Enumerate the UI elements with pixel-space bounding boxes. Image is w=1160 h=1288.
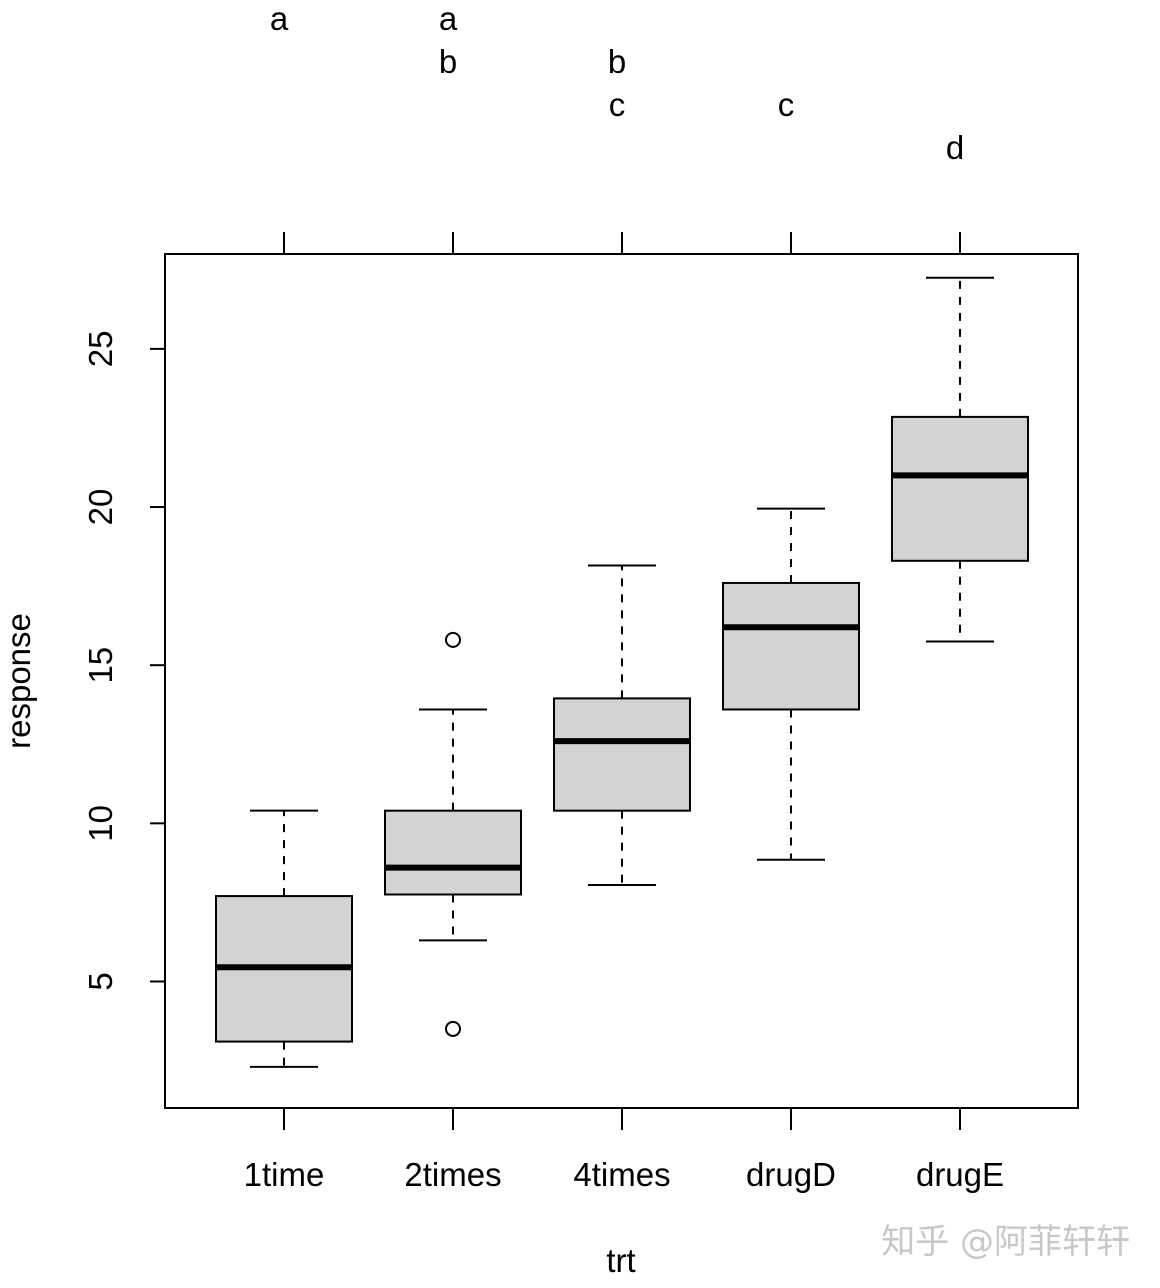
- watermark-text: 知乎 @阿菲轩轩: [881, 1222, 1130, 1262]
- group-letters: a ab bc cd: [270, 0, 964, 166]
- box-4times: [553, 564, 691, 887]
- x-tick-label: 2times: [404, 1156, 501, 1193]
- box-drugD: [722, 507, 860, 861]
- outlier-point: [445, 631, 461, 648]
- iqr-box: [891, 415, 1029, 562]
- y-tick-label: 25: [82, 331, 119, 368]
- y-tick-label: 5: [82, 972, 119, 990]
- group-letter: a: [270, 0, 289, 37]
- group-letter: c: [609, 86, 626, 123]
- y-axis: 5 10 15 20 25: [82, 331, 165, 991]
- y-tick-label: 20: [82, 489, 119, 526]
- iqr-box: [722, 581, 860, 711]
- y-tick-label: 15: [82, 647, 119, 684]
- box-drugE: [891, 276, 1029, 643]
- box-1time: [215, 809, 353, 1068]
- x-axis-title: trt: [606, 1242, 635, 1279]
- boxes-layer: [215, 276, 1029, 1068]
- group-letter: a: [439, 0, 458, 37]
- group-letter: d: [946, 129, 964, 166]
- x-tick-label: drugD: [746, 1156, 836, 1193]
- box-2times: [384, 631, 522, 1037]
- y-axis-title: response: [0, 613, 37, 749]
- x-tick-label: 4times: [573, 1156, 670, 1193]
- group-letter: c: [778, 86, 795, 123]
- group-letter: b: [439, 43, 457, 80]
- outlier-point: [445, 1020, 461, 1037]
- group-letter: b: [608, 43, 626, 80]
- x-tick-label: 1time: [244, 1156, 325, 1193]
- top-axis: [283, 232, 961, 254]
- iqr-box: [553, 697, 691, 812]
- x-tick-label: drugE: [916, 1156, 1004, 1193]
- y-tick-label: 10: [82, 805, 119, 842]
- iqr-box: [384, 809, 522, 896]
- x-axis: 1time 2times 4times drugD drugE: [244, 1108, 1004, 1193]
